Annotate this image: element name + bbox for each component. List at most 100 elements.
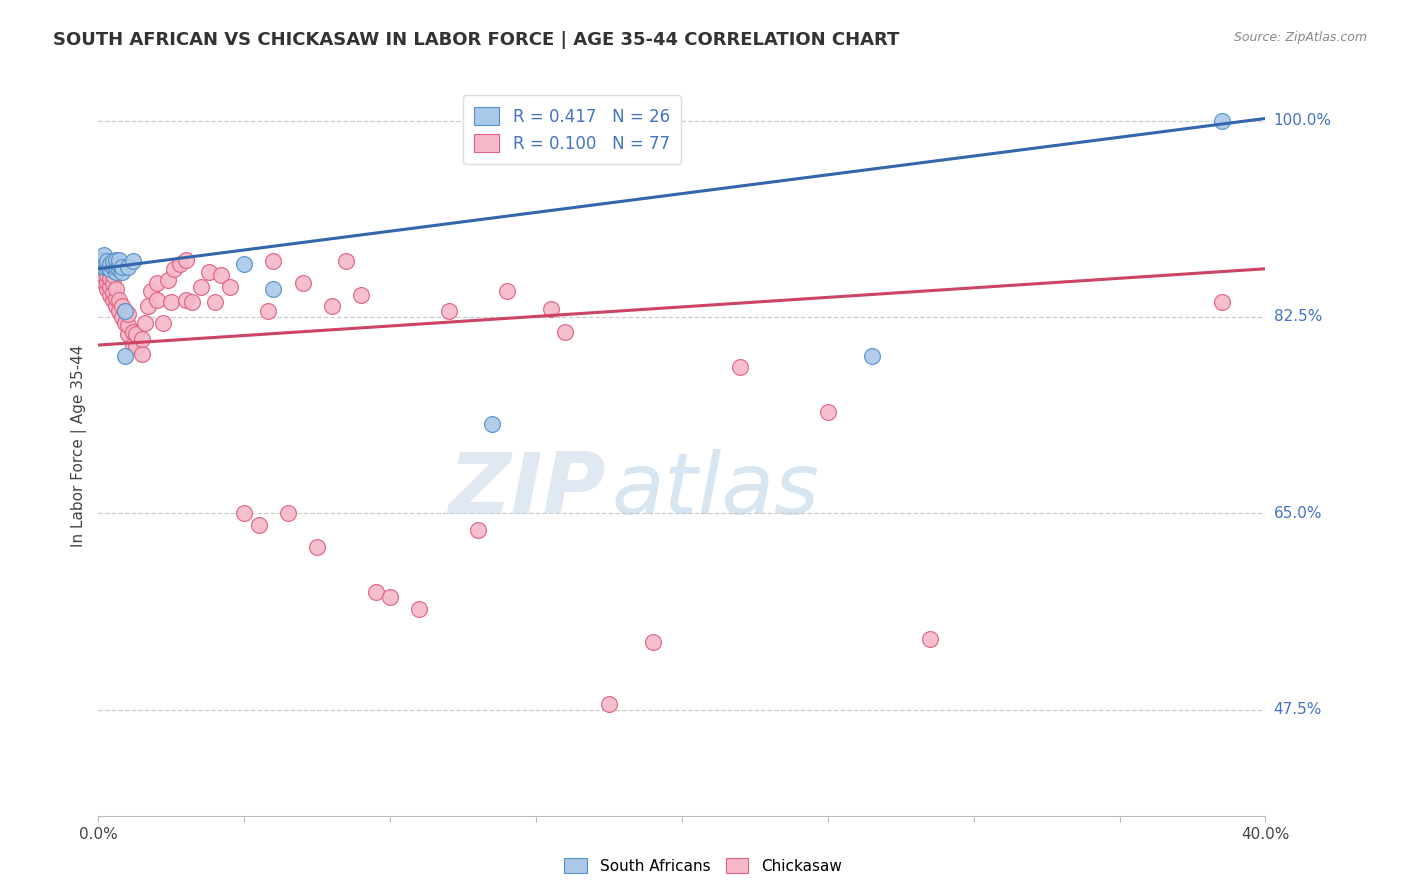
Point	[117, 318, 139, 332]
Point	[98, 257, 121, 271]
Point	[918, 632, 941, 646]
Point	[125, 326, 148, 341]
Point	[104, 282, 127, 296]
Point	[108, 252, 131, 267]
Point	[96, 282, 118, 296]
Point	[437, 304, 460, 318]
Point	[104, 265, 127, 279]
Point	[730, 360, 752, 375]
Point	[350, 287, 373, 301]
Point	[131, 333, 153, 347]
Point	[108, 304, 131, 318]
Point	[247, 517, 270, 532]
Point	[96, 260, 118, 274]
Point	[96, 253, 118, 268]
Point	[291, 277, 314, 291]
Point	[104, 299, 127, 313]
Point	[169, 257, 191, 271]
Point	[93, 260, 115, 274]
Point	[104, 260, 127, 274]
Point	[233, 257, 256, 271]
Y-axis label: In Labor Force | Age 35-44: In Labor Force | Age 35-44	[72, 345, 87, 547]
Point	[1211, 113, 1233, 128]
Point	[262, 282, 284, 296]
Point	[98, 261, 121, 276]
Point	[163, 261, 186, 276]
Point	[307, 540, 329, 554]
Point	[641, 635, 664, 649]
Point	[98, 270, 121, 285]
Point	[104, 291, 127, 305]
Point	[146, 277, 169, 291]
Point	[233, 506, 256, 520]
Point	[117, 326, 139, 341]
Point	[104, 252, 127, 267]
Text: SOUTH AFRICAN VS CHICKASAW IN LABOR FORCE | AGE 35-44 CORRELATION CHART: SOUTH AFRICAN VS CHICKASAW IN LABOR FORC…	[53, 31, 900, 49]
Point	[122, 253, 145, 268]
Point	[101, 285, 124, 300]
Point	[277, 506, 299, 520]
Text: 100.0%: 100.0%	[1274, 113, 1331, 128]
Point	[321, 299, 343, 313]
Point	[90, 252, 112, 267]
Point	[93, 248, 115, 262]
Point	[111, 310, 134, 324]
Point	[218, 279, 240, 293]
Point	[93, 275, 115, 289]
Point	[114, 304, 136, 318]
Point	[1211, 295, 1233, 310]
Point	[198, 265, 221, 279]
Point	[117, 260, 139, 274]
Point	[96, 260, 118, 274]
Point	[817, 405, 839, 419]
Point	[209, 268, 232, 283]
Point	[101, 268, 124, 283]
Point	[262, 253, 284, 268]
Point	[174, 293, 197, 308]
Point	[554, 325, 576, 339]
Point	[108, 261, 131, 276]
Point	[101, 293, 124, 308]
Point	[190, 279, 212, 293]
Point	[111, 265, 134, 279]
Point	[98, 287, 121, 301]
Point	[860, 349, 883, 363]
Point	[174, 252, 197, 267]
Point	[540, 302, 562, 317]
Point	[114, 304, 136, 318]
Point	[93, 252, 115, 267]
Point	[180, 295, 202, 310]
Point	[481, 417, 503, 431]
Point	[108, 293, 131, 308]
Point	[152, 316, 174, 330]
Point	[93, 261, 115, 276]
Point	[111, 299, 134, 313]
Point	[125, 340, 148, 354]
Point	[467, 523, 489, 537]
Point	[598, 697, 620, 711]
Text: Source: ZipAtlas.com: Source: ZipAtlas.com	[1233, 31, 1367, 45]
Point	[122, 338, 145, 352]
Legend: R = 0.417   N = 26, R = 0.100   N = 77: R = 0.417 N = 26, R = 0.100 N = 77	[463, 95, 682, 164]
Text: atlas: atlas	[612, 449, 820, 532]
Point	[408, 601, 430, 615]
Point	[160, 295, 183, 310]
Point	[364, 584, 387, 599]
Point	[96, 268, 118, 283]
Point	[90, 260, 112, 274]
Point	[111, 260, 134, 274]
Point	[101, 277, 124, 291]
Point	[380, 591, 402, 605]
Point	[117, 307, 139, 321]
Point	[98, 279, 121, 293]
Point	[114, 316, 136, 330]
Point	[256, 304, 278, 318]
Text: 47.5%: 47.5%	[1274, 702, 1322, 717]
Point	[122, 325, 145, 339]
Point	[96, 275, 118, 289]
Legend: South Africans, Chickasaw: South Africans, Chickasaw	[558, 852, 848, 880]
Point	[139, 284, 162, 298]
Point	[93, 253, 115, 268]
Point	[131, 347, 153, 361]
Point	[101, 260, 124, 274]
